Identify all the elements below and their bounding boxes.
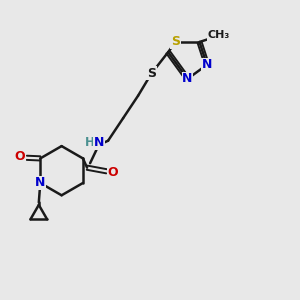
Text: N: N [94,136,104,149]
Text: N: N [202,58,212,71]
Text: S: S [147,67,156,80]
Text: CH₃: CH₃ [208,30,230,40]
Text: N: N [182,72,193,86]
Text: O: O [14,150,25,164]
Text: H: H [85,136,94,149]
Text: S: S [171,35,180,49]
Text: N: N [35,176,46,190]
Text: O: O [107,166,118,179]
